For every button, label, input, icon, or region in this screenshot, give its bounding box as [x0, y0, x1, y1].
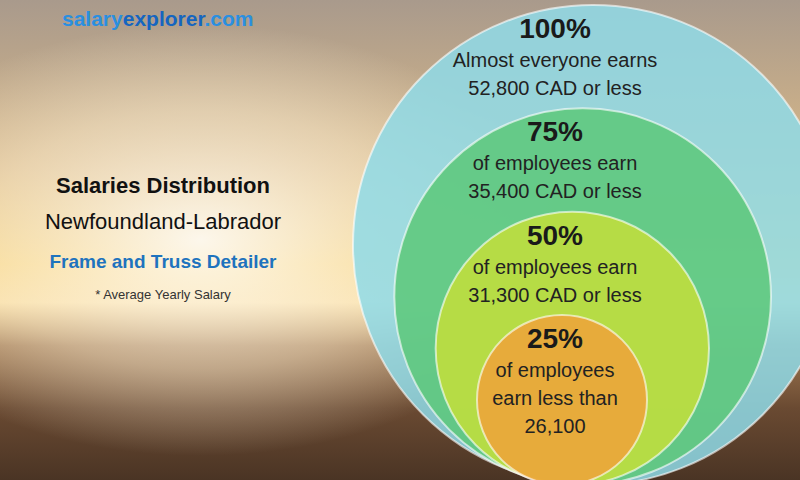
note: * Average Yearly Salary [95, 287, 231, 302]
circle-labels: 100% Almost everyone earns 52,800 CAD or l… [453, 13, 658, 437]
job-title: Frame and Truss Detailer [49, 251, 277, 272]
percent-label: 75% [527, 116, 583, 147]
percentile-circle [436, 212, 709, 480]
description: of employees earn [473, 152, 638, 174]
description: of employees earn [473, 256, 638, 278]
subtitle: Newfoundland-Labrador [45, 209, 281, 234]
description: earn less than [492, 387, 618, 409]
title: Salaries Distribution [56, 173, 270, 198]
source-part: .com [204, 7, 253, 30]
value-label: 31,300 CAD or less [468, 284, 641, 306]
percentile-circle [353, 5, 800, 480]
percent-label: 25% [527, 323, 583, 354]
percentile-circle [477, 315, 647, 480]
percentile-circle [394, 108, 771, 480]
value-label: 52,800 CAD or less [468, 77, 641, 99]
chart: 100% Almost everyone earns 52,800 CAD or l… [0, 0, 800, 480]
value-label: 35,400 CAD or less [468, 180, 641, 202]
circles [353, 5, 800, 480]
description: Almost everyone earns [453, 49, 658, 71]
left-text: Salaries Distribution Newfoundland-Labrad… [45, 173, 281, 302]
source-part: salary [62, 7, 123, 30]
percent-label: 50% [527, 220, 583, 251]
value-label: 26,100 [524, 415, 585, 437]
percent-label: 100% [519, 13, 591, 44]
source-part: explorer [123, 7, 206, 30]
description: of employees [496, 359, 615, 381]
source: salaryexplorer.com [62, 7, 253, 30]
